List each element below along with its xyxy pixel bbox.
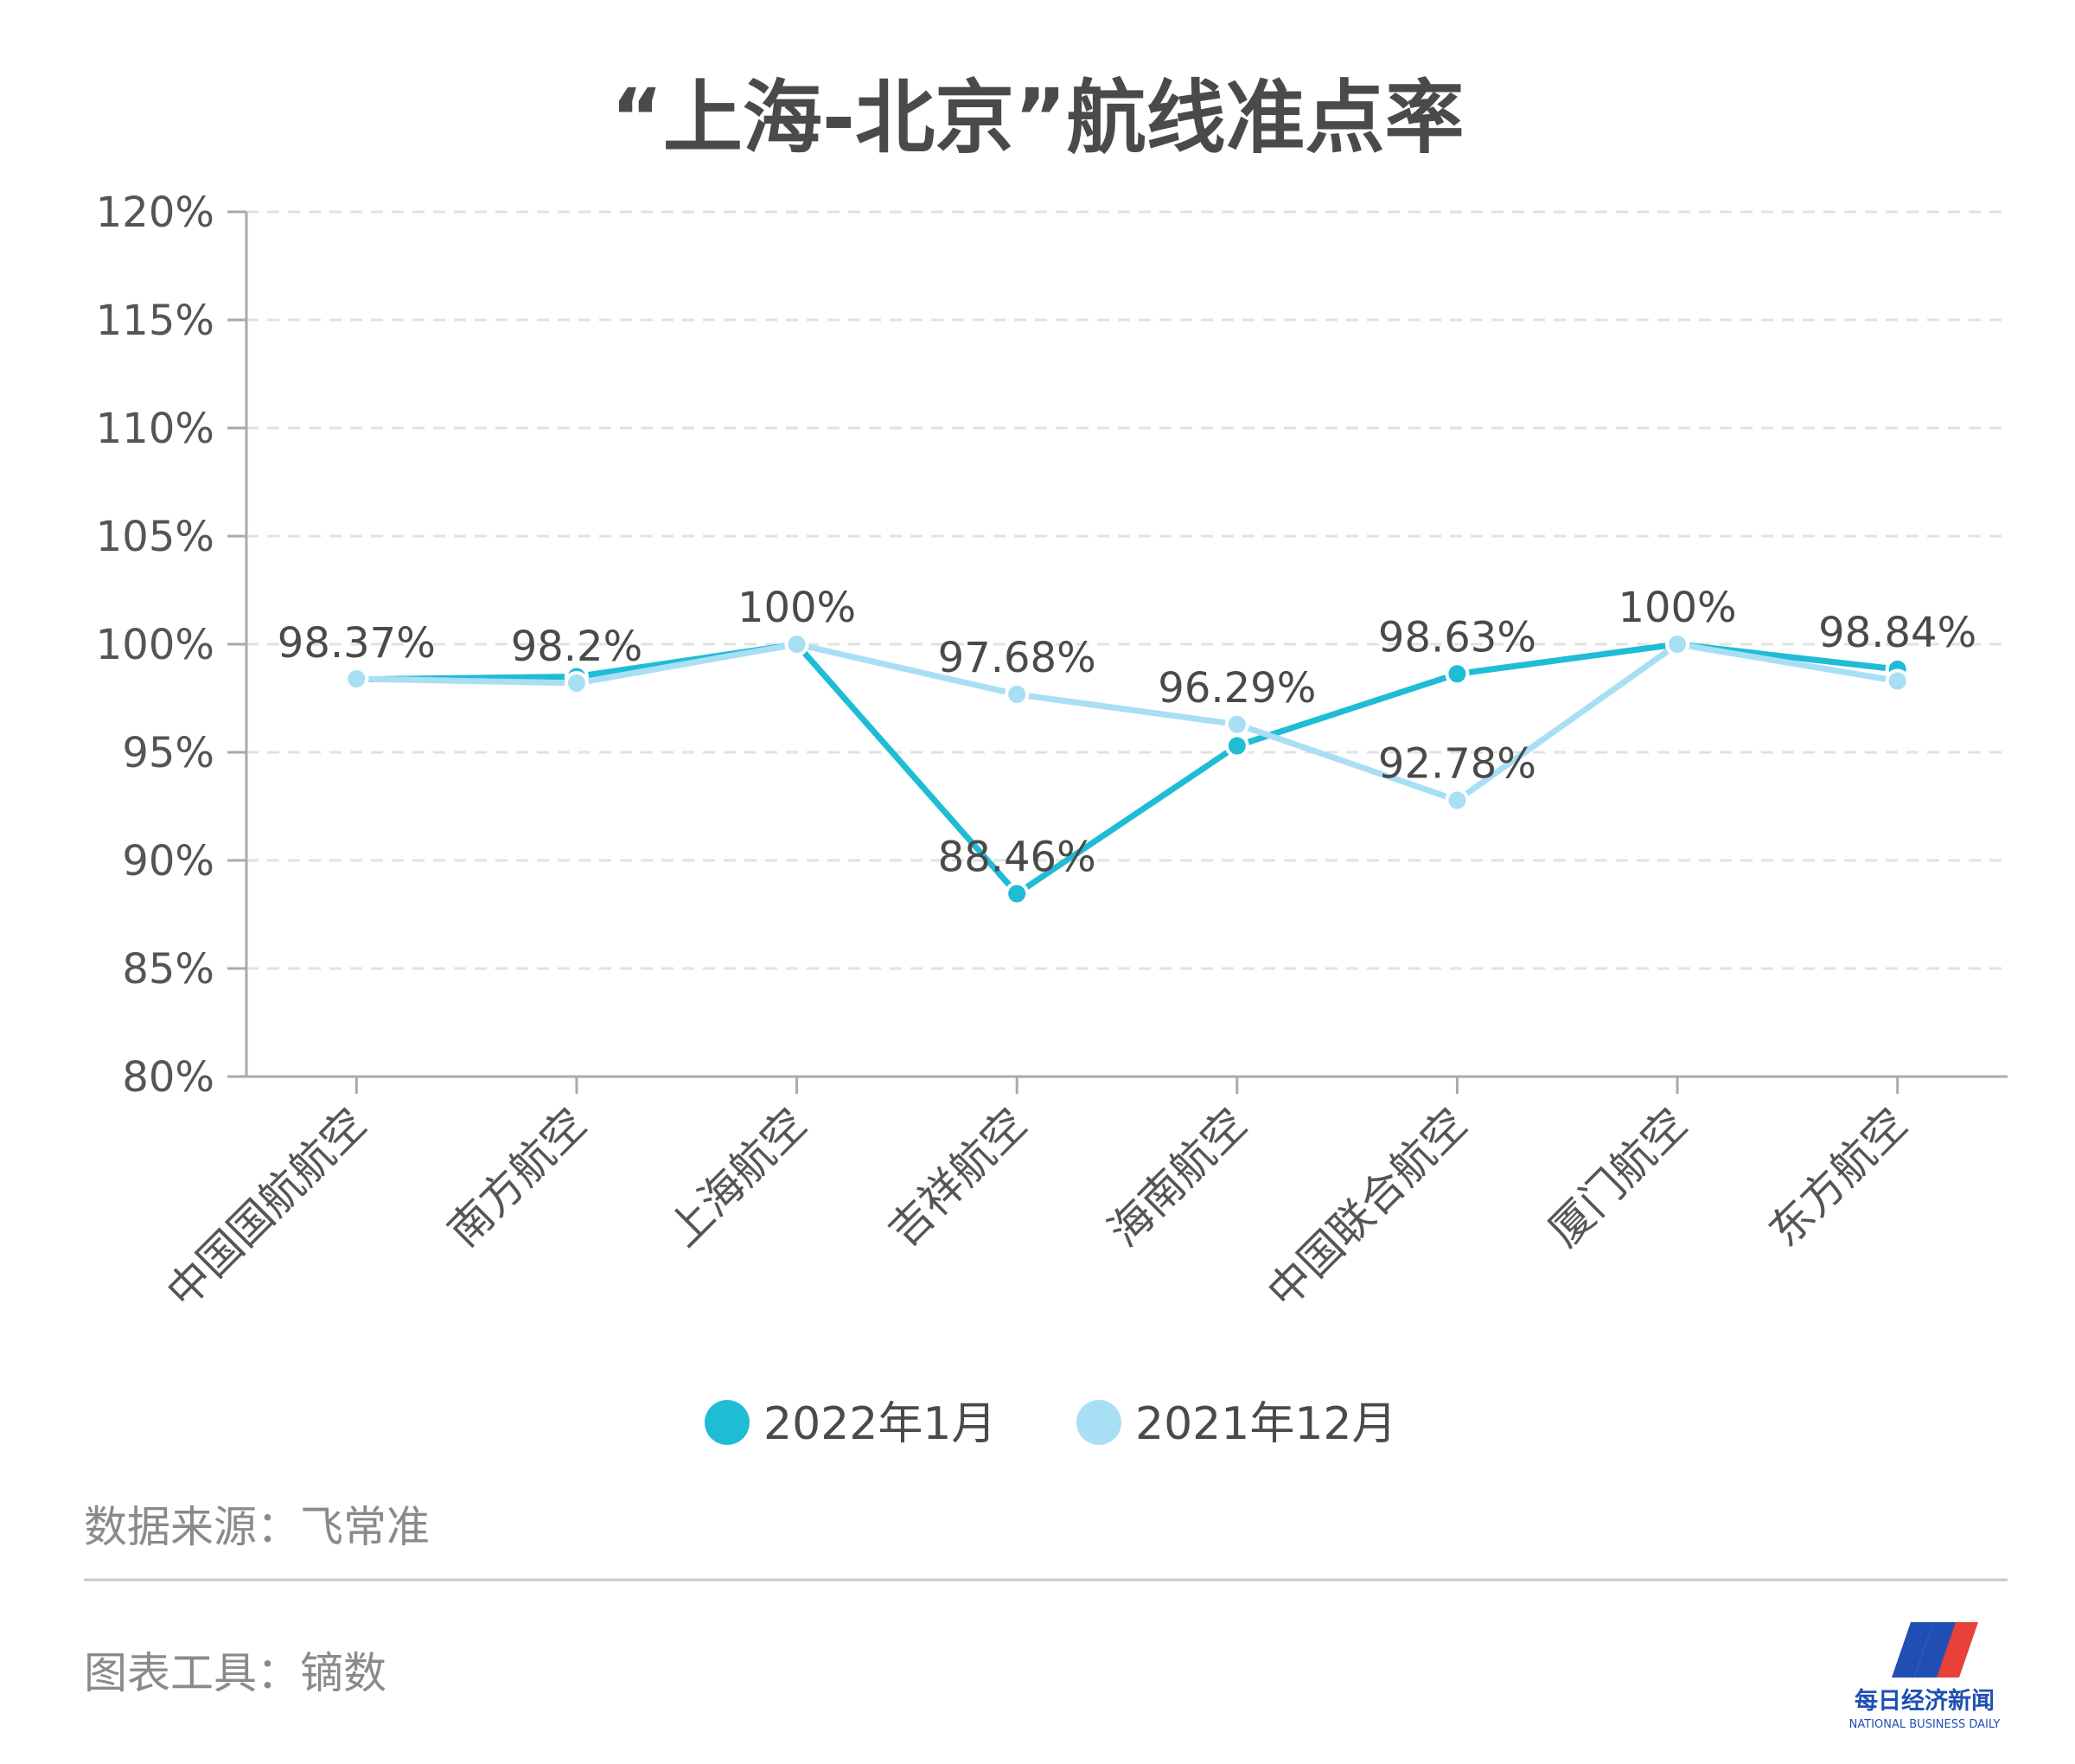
x-tick-label: 中国联合航空	[1258, 1098, 1477, 1317]
tool-note: 图表工具：镝数	[84, 1648, 386, 1698]
chart-title: “上海-北京”航线准点率	[610, 72, 1464, 164]
x-tick-label: 东方航空	[1759, 1098, 1917, 1256]
data-point	[1665, 632, 1690, 656]
x-tick-label: 厦门航空	[1539, 1098, 1696, 1256]
y-tick-label: 120%	[96, 189, 214, 237]
data-label: 100%	[737, 584, 856, 632]
legend-label-0: 2022年1月	[763, 1398, 996, 1450]
data-point	[1224, 712, 1249, 737]
data-point	[344, 667, 369, 691]
series-points	[344, 632, 1910, 906]
nbd-logo: 每日经济新闻 NATIONAL BUSINESS DAILY	[1849, 1622, 2001, 1731]
data-point	[1224, 733, 1249, 758]
data-label: 96.29%	[1158, 664, 1316, 713]
logo-mark-blue	[1892, 1622, 1933, 1678]
x-tick-label: 南方航空	[438, 1098, 596, 1256]
logo-name-en: NATIONAL BUSINESS DAILY	[1849, 1718, 2001, 1731]
data-labels: 98.37% 98.2% 100% 97.68% 88.46% 96.29% 98.63% 9…	[278, 584, 1976, 882]
data-point	[1445, 788, 1470, 813]
data-label: 100%	[1618, 584, 1736, 632]
data-label: 98.63%	[1378, 613, 1536, 662]
logo-name-cn: 每日经济新闻	[1855, 1687, 1995, 1715]
y-tick-label: 105%	[96, 513, 214, 561]
data-point	[1445, 662, 1470, 687]
data-label: 88.46%	[938, 834, 1096, 882]
data-point	[564, 671, 589, 695]
logo-mark-red	[1937, 1622, 1978, 1678]
y-tick-label: 90%	[122, 837, 214, 885]
data-point	[1885, 668, 1910, 693]
data-label: 98.84%	[1818, 609, 1976, 657]
y-tick-label: 100%	[96, 621, 214, 669]
x-tick-label: 中国国航航空	[157, 1098, 376, 1317]
data-point	[1005, 881, 1030, 906]
data-label: 97.68%	[938, 634, 1096, 682]
y-tick-label: 95%	[122, 729, 214, 777]
x-tick-label: 上海航空	[659, 1098, 816, 1256]
x-tick-label: 吉祥航空	[878, 1098, 1036, 1256]
legend-swatch-1	[1076, 1400, 1121, 1445]
y-tick-label: 85%	[122, 945, 214, 994]
x-tick-label: 海南航空	[1099, 1098, 1256, 1256]
legend: 2022年1月 2021年12月	[705, 1398, 1397, 1450]
legend-label-1: 2021年12月	[1135, 1398, 1397, 1450]
source-note: 数据来源：飞常准	[84, 1502, 430, 1552]
series-lines	[356, 641, 1899, 897]
series-line-0	[356, 641, 1899, 897]
y-tick-label: 80%	[122, 1053, 214, 1102]
grid	[246, 210, 2008, 970]
data-label: 98.2%	[511, 623, 642, 671]
logo-mark-diagonal	[1914, 1622, 1963, 1678]
y-tick-label: 110%	[96, 405, 214, 453]
series-line-1	[356, 641, 1899, 803]
data-label: 98.37%	[278, 619, 436, 668]
data-point	[784, 632, 809, 656]
legend-swatch-0	[705, 1400, 750, 1445]
data-point	[1005, 682, 1030, 706]
y-tick-label: 115%	[96, 297, 214, 345]
data-label: 92.78%	[1378, 740, 1536, 789]
